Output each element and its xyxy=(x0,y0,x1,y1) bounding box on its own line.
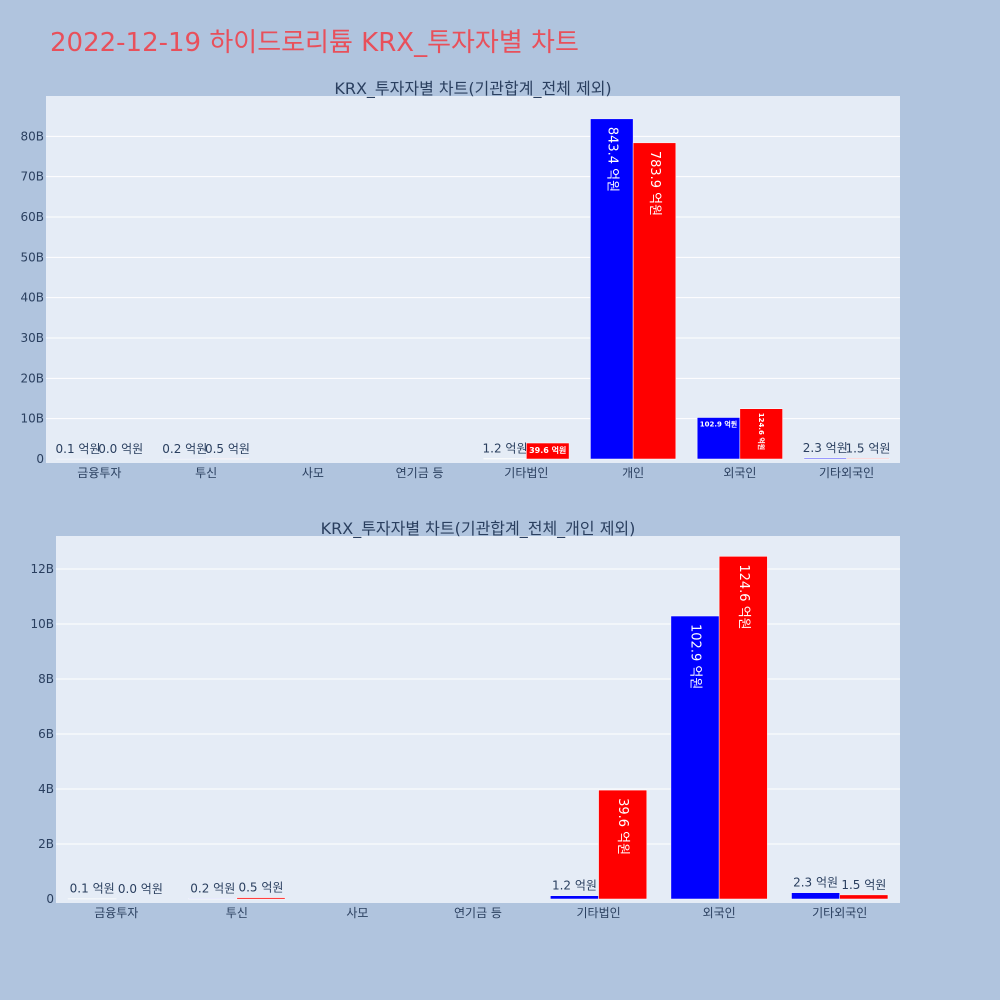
bar xyxy=(526,442,570,460)
x-tick-label: 외국인 xyxy=(723,466,756,480)
y-tick-label: 2B xyxy=(38,837,54,851)
y-tick-label: 80B xyxy=(20,129,44,143)
bar xyxy=(188,898,238,900)
data-label: 0.5 억원 xyxy=(238,881,283,895)
y-tick-label: 10B xyxy=(20,412,44,426)
y-tick-label: 20B xyxy=(20,371,44,385)
x-tick-label: 연기금 등 xyxy=(396,466,444,480)
data-label: 0.0 억원 xyxy=(118,882,163,896)
y-tick-label: 50B xyxy=(20,250,44,264)
data-label: 39.6 억원 xyxy=(615,798,630,855)
y-tick-label: 0 xyxy=(36,452,44,466)
data-label: 0.1 억원 xyxy=(56,442,101,456)
x-tick-label: 기타외국인 xyxy=(819,466,874,480)
x-tick-label: 투신 xyxy=(195,466,217,480)
y-tick-label: 60B xyxy=(20,210,44,224)
x-tick-label: 사모 xyxy=(346,906,368,920)
data-label: 0.0 억원 xyxy=(98,442,143,456)
data-label: 1.5 억원 xyxy=(841,878,886,892)
bar xyxy=(632,142,677,460)
x-tick-label: 외국인 xyxy=(703,906,736,920)
y-tick-label: 12B xyxy=(30,562,54,576)
x-tick-label: 기타법인 xyxy=(576,906,620,920)
bar xyxy=(598,789,648,900)
plot-area xyxy=(46,96,900,463)
y-tick-label: 0 xyxy=(46,892,54,906)
data-label: 102.9 억원 xyxy=(700,419,737,428)
data-label: 1.2 억원 xyxy=(483,442,528,456)
chart-2: KRX_투자자별 차트(기관합계_전체_개인 제외) 0 2B 4B 6B 8B 10B 12… xyxy=(30,519,900,920)
bar xyxy=(670,615,720,900)
x-tick-label: 금융투자 xyxy=(94,906,138,920)
x-tick-label: 금융투자 xyxy=(77,466,121,480)
chart-1: KRX_투자자별 차트(기관합계_전체 제외) 0 10B 20B 30B 40B 50B 6… xyxy=(20,79,900,480)
x-tick-label: 사모 xyxy=(302,466,324,480)
data-label: 102.9 억원 xyxy=(688,624,703,689)
data-label: 783.9 억원 xyxy=(647,151,662,216)
bar xyxy=(718,556,768,900)
data-label: 0.2 억원 xyxy=(190,881,235,895)
x-tick-label: 투신 xyxy=(226,906,248,920)
data-label: 124.6 억원 xyxy=(757,413,766,450)
data-label: 39.6 억원 xyxy=(529,445,566,455)
chart-title: KRX_투자자별 차트(기관합계_전체_개인 제외) xyxy=(321,519,636,539)
bar xyxy=(803,457,847,460)
y-tick-label: 70B xyxy=(20,170,44,184)
y-tick-label: 4B xyxy=(38,782,54,796)
data-label: 124.6 억원 xyxy=(736,564,751,629)
chart-title: KRX_투자자별 차트(기관합계_전체 제외) xyxy=(334,79,611,99)
data-label: 1.5 억원 xyxy=(845,441,890,455)
bar xyxy=(550,895,599,900)
y-tick-label: 30B xyxy=(20,331,44,345)
y-tick-label: 6B xyxy=(38,727,54,741)
bar xyxy=(846,458,890,460)
data-label: 1.2 억원 xyxy=(552,879,597,893)
bar xyxy=(696,417,741,460)
y-tick-label: 10B xyxy=(30,617,54,631)
y-tick-label: 40B xyxy=(20,291,44,305)
x-tick-label: 연기금 등 xyxy=(454,906,502,920)
data-label: 2.3 억원 xyxy=(803,441,848,455)
bar xyxy=(236,897,286,900)
data-label: 2.3 억원 xyxy=(793,876,838,890)
bar xyxy=(739,408,783,460)
page-title: 2022-12-19 하이드로리튬 KRX_투자자별 차트 xyxy=(50,28,579,58)
plot-area xyxy=(56,536,900,903)
data-label: 0.1 억원 xyxy=(70,882,115,896)
x-tick-label: 기타법인 xyxy=(504,466,548,480)
data-label: 843.4 억원 xyxy=(604,127,619,192)
data-label: 0.2 억원 xyxy=(162,442,207,456)
x-tick-label: 개인 xyxy=(622,466,644,480)
bar xyxy=(791,892,840,900)
bar xyxy=(839,894,889,900)
x-tick-label: 기타외국인 xyxy=(812,906,867,920)
y-tick-label: 8B xyxy=(38,672,54,686)
data-label: 0.5 억원 xyxy=(205,442,250,456)
